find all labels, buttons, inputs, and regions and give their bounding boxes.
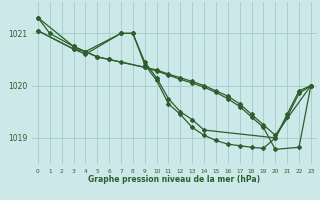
- X-axis label: Graphe pression niveau de la mer (hPa): Graphe pression niveau de la mer (hPa): [88, 175, 260, 184]
